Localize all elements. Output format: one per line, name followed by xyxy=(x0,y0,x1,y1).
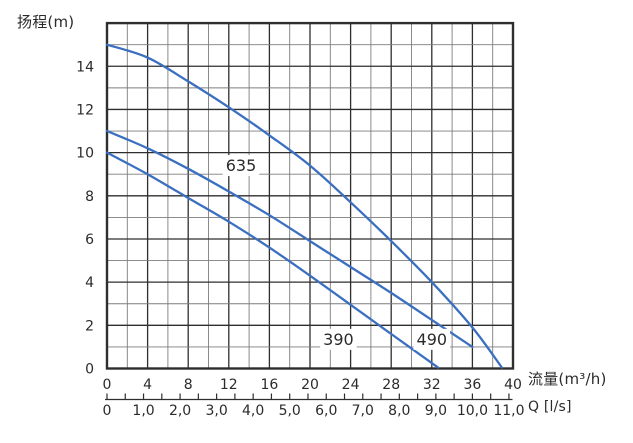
curve-635 xyxy=(105,43,503,369)
secondary-tick-label: 11,0 xyxy=(493,403,524,419)
curve-label-backing xyxy=(320,328,357,350)
curve-label-490: 490 xyxy=(417,330,448,349)
x-tick-label: 12 xyxy=(220,377,238,393)
x-tick-label: 24 xyxy=(342,377,360,393)
secondary-tick-label: 10,0 xyxy=(457,403,488,419)
y-tick-label: 2 xyxy=(85,318,94,334)
x-tick-label: 20 xyxy=(301,377,319,393)
x-tick-label: 32 xyxy=(423,377,441,393)
y-tick-label: 8 xyxy=(85,189,94,205)
y-tick-label: 10 xyxy=(76,146,94,162)
secondary-axis-ruler: 0 1,0 2,0 3,0 4,0 5,0 6,0 7,0 8,0 9,0 10,0 11,0 xyxy=(103,393,525,419)
curve-390 xyxy=(105,151,440,369)
y-tick-label: 6 xyxy=(85,232,94,248)
y-tick-label: 4 xyxy=(85,275,94,291)
y-tick-label: 12 xyxy=(76,102,94,118)
secondary-tick-label: 1,0 xyxy=(132,403,154,419)
grid xyxy=(107,23,513,369)
secondary-tick-label: 2,0 xyxy=(169,403,191,419)
curve-label-backing xyxy=(413,328,451,350)
x-tick-label: 40 xyxy=(504,377,522,393)
x-tick-label: 36 xyxy=(463,377,481,393)
x-tick-label: 28 xyxy=(382,377,400,393)
x-tick-label: 4 xyxy=(143,377,152,393)
curve-490 xyxy=(105,129,474,349)
secondary-tick-label: 9,0 xyxy=(425,403,447,419)
secondary-tick-label: 0 xyxy=(103,403,112,419)
secondary-tick-label: 3,0 xyxy=(205,403,227,419)
secondary-tick-label: 4,0 xyxy=(242,403,264,419)
plot-border xyxy=(105,21,515,370)
x-tick-label: 16 xyxy=(260,377,278,393)
secondary-tick-label: 6,0 xyxy=(315,403,337,419)
y-axis-title: 扬程(m) xyxy=(17,13,75,31)
x-axis-title: 流量(m³/h) xyxy=(528,370,607,388)
secondary-tick-label: 8,0 xyxy=(388,403,410,419)
curve-label-635: 635 xyxy=(226,156,257,175)
secondary-tick-label: 7,0 xyxy=(352,403,374,419)
curve-label-390: 390 xyxy=(323,330,354,349)
y-tick-label: 14 xyxy=(76,59,94,75)
x-tick-label: 0 xyxy=(103,377,112,393)
secondary-tick-label: 5,0 xyxy=(279,403,301,419)
y-tick-label: 0 xyxy=(85,362,94,378)
curve-label-backing xyxy=(222,155,260,177)
x-tick-label: 8 xyxy=(184,377,193,393)
secondary-axis-title: Q [l/s] xyxy=(528,399,572,415)
